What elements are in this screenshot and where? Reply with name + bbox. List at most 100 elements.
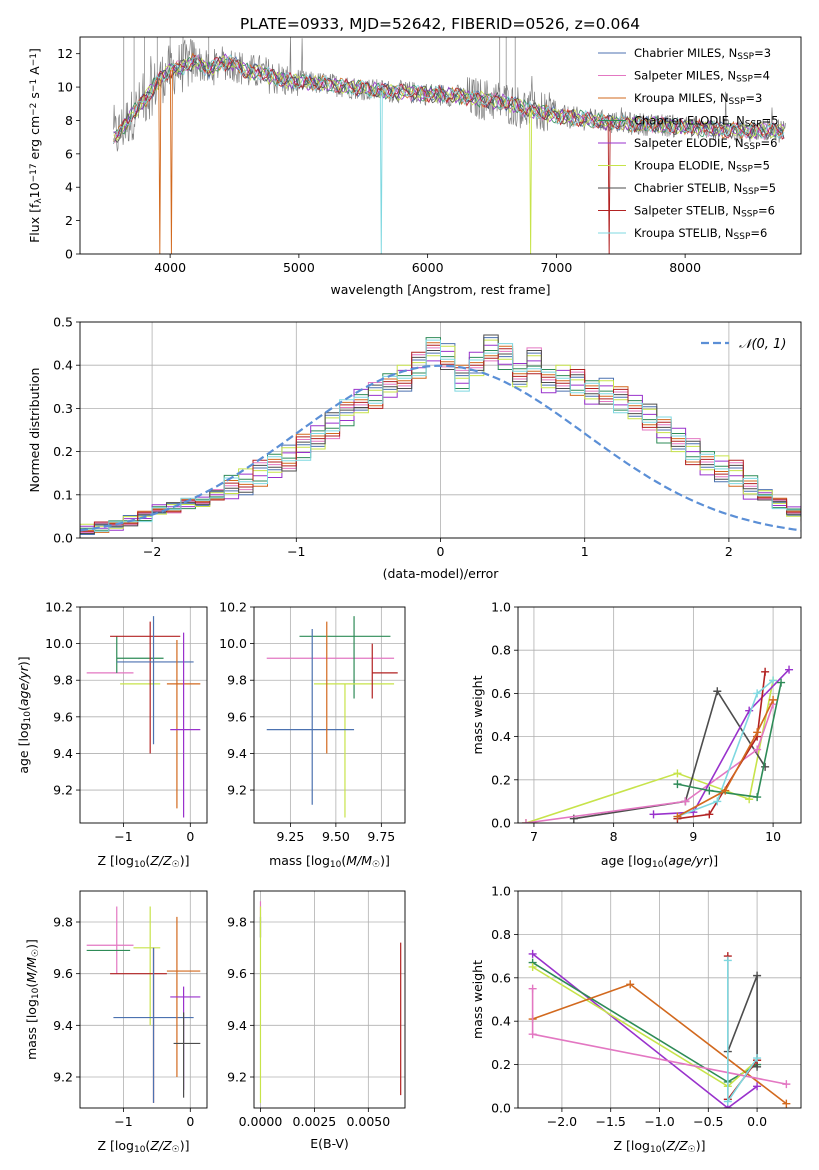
weight-line-kroupa-stelib [677,679,774,818]
weight-marker [681,797,690,806]
x-tick-label: 2 [725,544,733,559]
weight-line-salpeter-elodie [653,669,790,816]
legend-entry: Kroupa MILES, NSSP=3 [634,91,762,107]
model-spectrum-salpeter-stelib [113,54,785,145]
plot-area [86,616,201,818]
weight-marker [782,1099,791,1108]
axes-frame [79,36,802,255]
errorbar-cross [113,947,194,1103]
y-tick-label: 9.6 [227,709,247,724]
x-tick-label: 4000 [154,260,186,275]
errorbar-cross [170,986,201,1090]
plot-area [80,334,801,538]
weight-marker [528,1030,537,1039]
x-tick-label: 6000 [412,260,444,275]
weight-marker [761,762,770,771]
weight-marker [528,949,537,958]
y-tick-label: 0.8 [491,927,511,942]
y-tick-label: 12 [57,46,73,61]
y-tick-label: 2 [65,213,73,228]
weight-marker [721,786,730,795]
y-tick-label: 6 [65,146,73,161]
y-tick-label: 0.4 [491,729,511,744]
x-axis-label: mass [log10(M/M☉)] [269,853,390,870]
weight-marker [753,971,762,980]
y-tick-label: 1.0 [491,884,511,899]
y-tick-label: 9.6 [53,709,73,724]
x-tick-label: 5000 [283,260,315,275]
panel-mass_vs_ebv: 0.0000 0.0025 0.0050 9.2 9.4 9.6 9.8 E(B-V) [227,890,406,1151]
weight-marker [753,728,762,737]
y-tick-label: 0.0 [53,531,73,546]
y-tick-label: 0.5 [53,315,73,330]
weight-marker [785,665,794,674]
y-tick-label: 9.8 [53,673,73,688]
x-tick-label: 0 [186,829,194,844]
x-axis-label: age [log10(age/yr)] [601,853,718,870]
legend-entry: Chabrier MILES, NSSP=3 [634,46,771,62]
y-tick-label: 0.6 [491,686,511,701]
weight-marker [769,695,778,704]
legend-entry: Chabrier STELIB, NSSP=5 [634,181,776,197]
x-tick-label: 0 [186,1114,194,1129]
legend-entry: Kroupa ELODIE, NSSP=5 [634,159,770,175]
normal-curve [80,364,801,532]
y-tick-label: 1.0 [491,600,511,615]
weight-marker [705,786,714,795]
x-tick-label: −1.5 [596,1114,626,1129]
y-axis-label: mass weight [470,960,485,1039]
plot-area [113,37,786,254]
weight-line-salpeter-miles [525,703,774,823]
x-tick-label: −2 [143,544,161,559]
y-tick-label: 0 [65,247,73,262]
axes-frame [253,606,406,824]
y-tick-label: 0.6 [491,970,511,985]
y-tick-label: 9.6 [227,966,247,981]
plot-area [86,906,201,1103]
legend-entry: Salpeter STELIB, NSSP=6 [634,204,775,220]
axes-frame [79,606,208,824]
errorbar-cross [314,683,395,818]
weight-marker [777,678,786,687]
weight-marker [761,667,770,676]
y-tick-label: 9.2 [53,1070,73,1085]
errorbar-cross [133,906,161,1026]
y-axis-label: age [log10(age/yr)] [16,656,33,773]
absorption-feature [169,70,173,254]
axes-frame [253,890,406,1109]
histogram-salpeter-miles [80,347,801,538]
weight-marker [673,780,682,789]
weight-marker [673,812,682,821]
legend-entry: Salpeter MILES, NSSP=4 [634,69,770,85]
legend-entry: 𝒩(0, 1) [739,337,786,352]
x-axis-label: Z [log10(Z/Z☉)] [98,853,190,870]
weight-line-chabrier-stelib [573,689,766,820]
legend-entry: Salpeter ELODIE, NSSP=6 [634,136,777,152]
x-tick-label: −0.5 [693,1114,723,1129]
y-tick-label: 9.2 [53,783,73,798]
y-tick-label: 10 [57,80,73,95]
weight-marker [723,956,732,965]
y-tick-label: 9.8 [53,915,73,930]
errorbar-cross [110,621,181,754]
y-tick-label: 0.3 [53,401,73,416]
weight-marker [649,810,658,819]
x-axis-label: Z [log10(Z/Z☉)] [614,1138,706,1155]
y-tick-label: 9.4 [53,746,73,761]
y-axis-label: mass [log10(M/M☉)] [24,939,41,1060]
weight-marker [753,793,762,802]
y-tick-label: 8 [65,113,73,128]
x-tick-label: 0.0000 [239,1114,283,1129]
x-tick-label: 9.50 [322,829,350,844]
x-axis-label: (data-model)/error [383,566,500,581]
axes-frame [79,321,802,539]
figure-title: PLATE=0933, MJD=52642, FIBERID=0526, z=0… [240,15,640,33]
y-axis-label: Normed distribution [27,368,42,493]
y-tick-label: 0.4 [491,1014,511,1029]
y-tick-label: 0.2 [491,772,511,787]
panel-residuals: −2 −1 0 1 2 0.0 0.1 0.2 0.3 0.4 0.5 (data-model)/er… [27,315,802,581]
x-tick-label: −1.0 [644,1114,674,1129]
y-tick-label: 9.8 [227,915,247,930]
axes-frame [79,890,208,1109]
y-tick-label: 0.0 [491,816,511,831]
